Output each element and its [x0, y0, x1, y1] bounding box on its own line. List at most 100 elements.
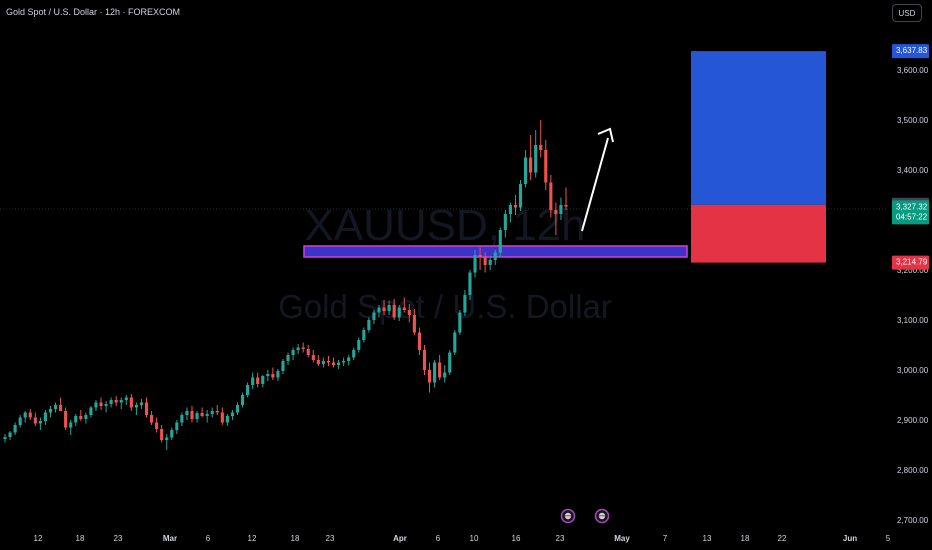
candle-body [397, 307, 401, 318]
time-tick-label: 18 [291, 534, 300, 543]
candle-body [448, 352, 452, 373]
symbol-title[interactable]: Gold Spot / U.S. Dollar · 12h · FOREXCOM [6, 7, 181, 17]
candle-body [311, 355, 315, 360]
candle-body [483, 257, 487, 265]
candle-body [3, 437, 7, 439]
stop-price-badge-bg [892, 255, 929, 270]
candle-body [478, 255, 482, 258]
candle-body [316, 360, 320, 364]
currency-button[interactable]: USD [892, 4, 922, 22]
time-axis[interactable]: 12 18 23 Mar 6 12 18 23 Apr 6 10 16 23 May 7 13 18 22 Jun 5 [34, 534, 891, 543]
candle-body [139, 402, 144, 405]
time-tick-label: 23 [556, 534, 565, 543]
candle-body [235, 405, 240, 413]
candle-body [291, 350, 295, 355]
price-tick-label: 2,800.00 [897, 466, 929, 475]
event-flag-stripe [599, 515, 605, 517]
candle-body [170, 430, 174, 438]
candle-body [347, 357, 351, 361]
candle-body [266, 374, 270, 376]
price-tick-label: 3,400.00 [897, 166, 929, 175]
us-event-flag-icon[interactable] [560, 508, 576, 524]
candle-body [175, 422, 179, 430]
price-tick-label: 3,000.00 [897, 366, 929, 375]
us-event-flag-icon[interactable] [594, 508, 610, 524]
up-arrow-head-icon [597, 127, 614, 143]
candle-body [392, 305, 396, 318]
candle-body [564, 205, 568, 207]
candle-body [352, 350, 356, 358]
candle-body [281, 361, 285, 371]
candle-body [134, 405, 138, 408]
candle-body [33, 417, 37, 424]
candle-body [301, 347, 305, 349]
candle-body [453, 332, 457, 353]
candle-body [94, 402, 98, 408]
candle-body [155, 422, 159, 429]
price-tick-label: 2,900.00 [897, 416, 929, 425]
target-price-badge-text: 3,637.83 [896, 46, 928, 55]
candle-body [554, 210, 558, 214]
candle-body [215, 411, 219, 413]
candle-body [493, 252, 497, 260]
candle-body [296, 347, 300, 350]
candle-body [463, 295, 467, 313]
candle-body [165, 437, 169, 440]
time-tick-label: 5 [886, 534, 891, 543]
candle-body [382, 307, 386, 311]
time-tick-label: Mar [163, 534, 177, 543]
time-tick-label: 23 [326, 534, 335, 543]
price-tick-label: 3,500.00 [897, 116, 929, 125]
time-tick-label: May [614, 534, 630, 543]
time-tick-label: 12 [34, 534, 43, 543]
price-tick-label: 2,700.00 [897, 516, 929, 525]
candle-body [372, 312, 376, 320]
candle-body [331, 362, 336, 365]
candle-body [109, 400, 113, 404]
candle-body [180, 415, 184, 423]
time-tick-label: Apr [393, 534, 407, 543]
candle-body [53, 405, 58, 409]
candle-body [160, 429, 164, 440]
candle-body [513, 205, 518, 208]
stop-price-badge-text: 3,214.79 [896, 258, 928, 267]
candle-body [84, 415, 88, 419]
time-tick-label: 6 [206, 534, 211, 543]
candle-body [230, 412, 234, 416]
candle-body [43, 412, 47, 421]
candle-body [205, 414, 209, 416]
candle-body [200, 413, 204, 416]
candle-body [286, 355, 290, 361]
watermark-description: Gold Spot / U.S. Dollar [278, 288, 612, 325]
candle-body [433, 362, 437, 383]
price-axis[interactable]: 2,700.00 2,800.00 2,900.00 3,000.00 3,100.00… [897, 66, 929, 525]
candle-body [417, 332, 421, 350]
candle-body [326, 361, 331, 363]
candle-body [104, 404, 108, 406]
candle-body [261, 376, 265, 384]
candle-body [210, 411, 214, 414]
candle-body [190, 411, 194, 419]
candle-body [337, 362, 341, 365]
candle-body [458, 312, 462, 333]
time-tick-label: 22 [778, 534, 787, 543]
event-flag-stripe [565, 515, 571, 517]
candle-body [387, 305, 391, 311]
candle-body [124, 397, 128, 400]
candle-body [402, 307, 406, 310]
candle-body [150, 415, 154, 423]
time-tick-label: 13 [703, 534, 712, 543]
candle-body [114, 400, 118, 403]
candle-body [544, 150, 548, 183]
profit-zone [691, 51, 826, 205]
candle-body [407, 310, 411, 315]
candle-body [48, 409, 53, 413]
candle-body [185, 411, 189, 415]
candle-body [271, 374, 275, 378]
annotations[interactable] [560, 127, 614, 524]
price-tick-label: 3,200.00 [897, 266, 929, 275]
candle-body [240, 395, 245, 405]
